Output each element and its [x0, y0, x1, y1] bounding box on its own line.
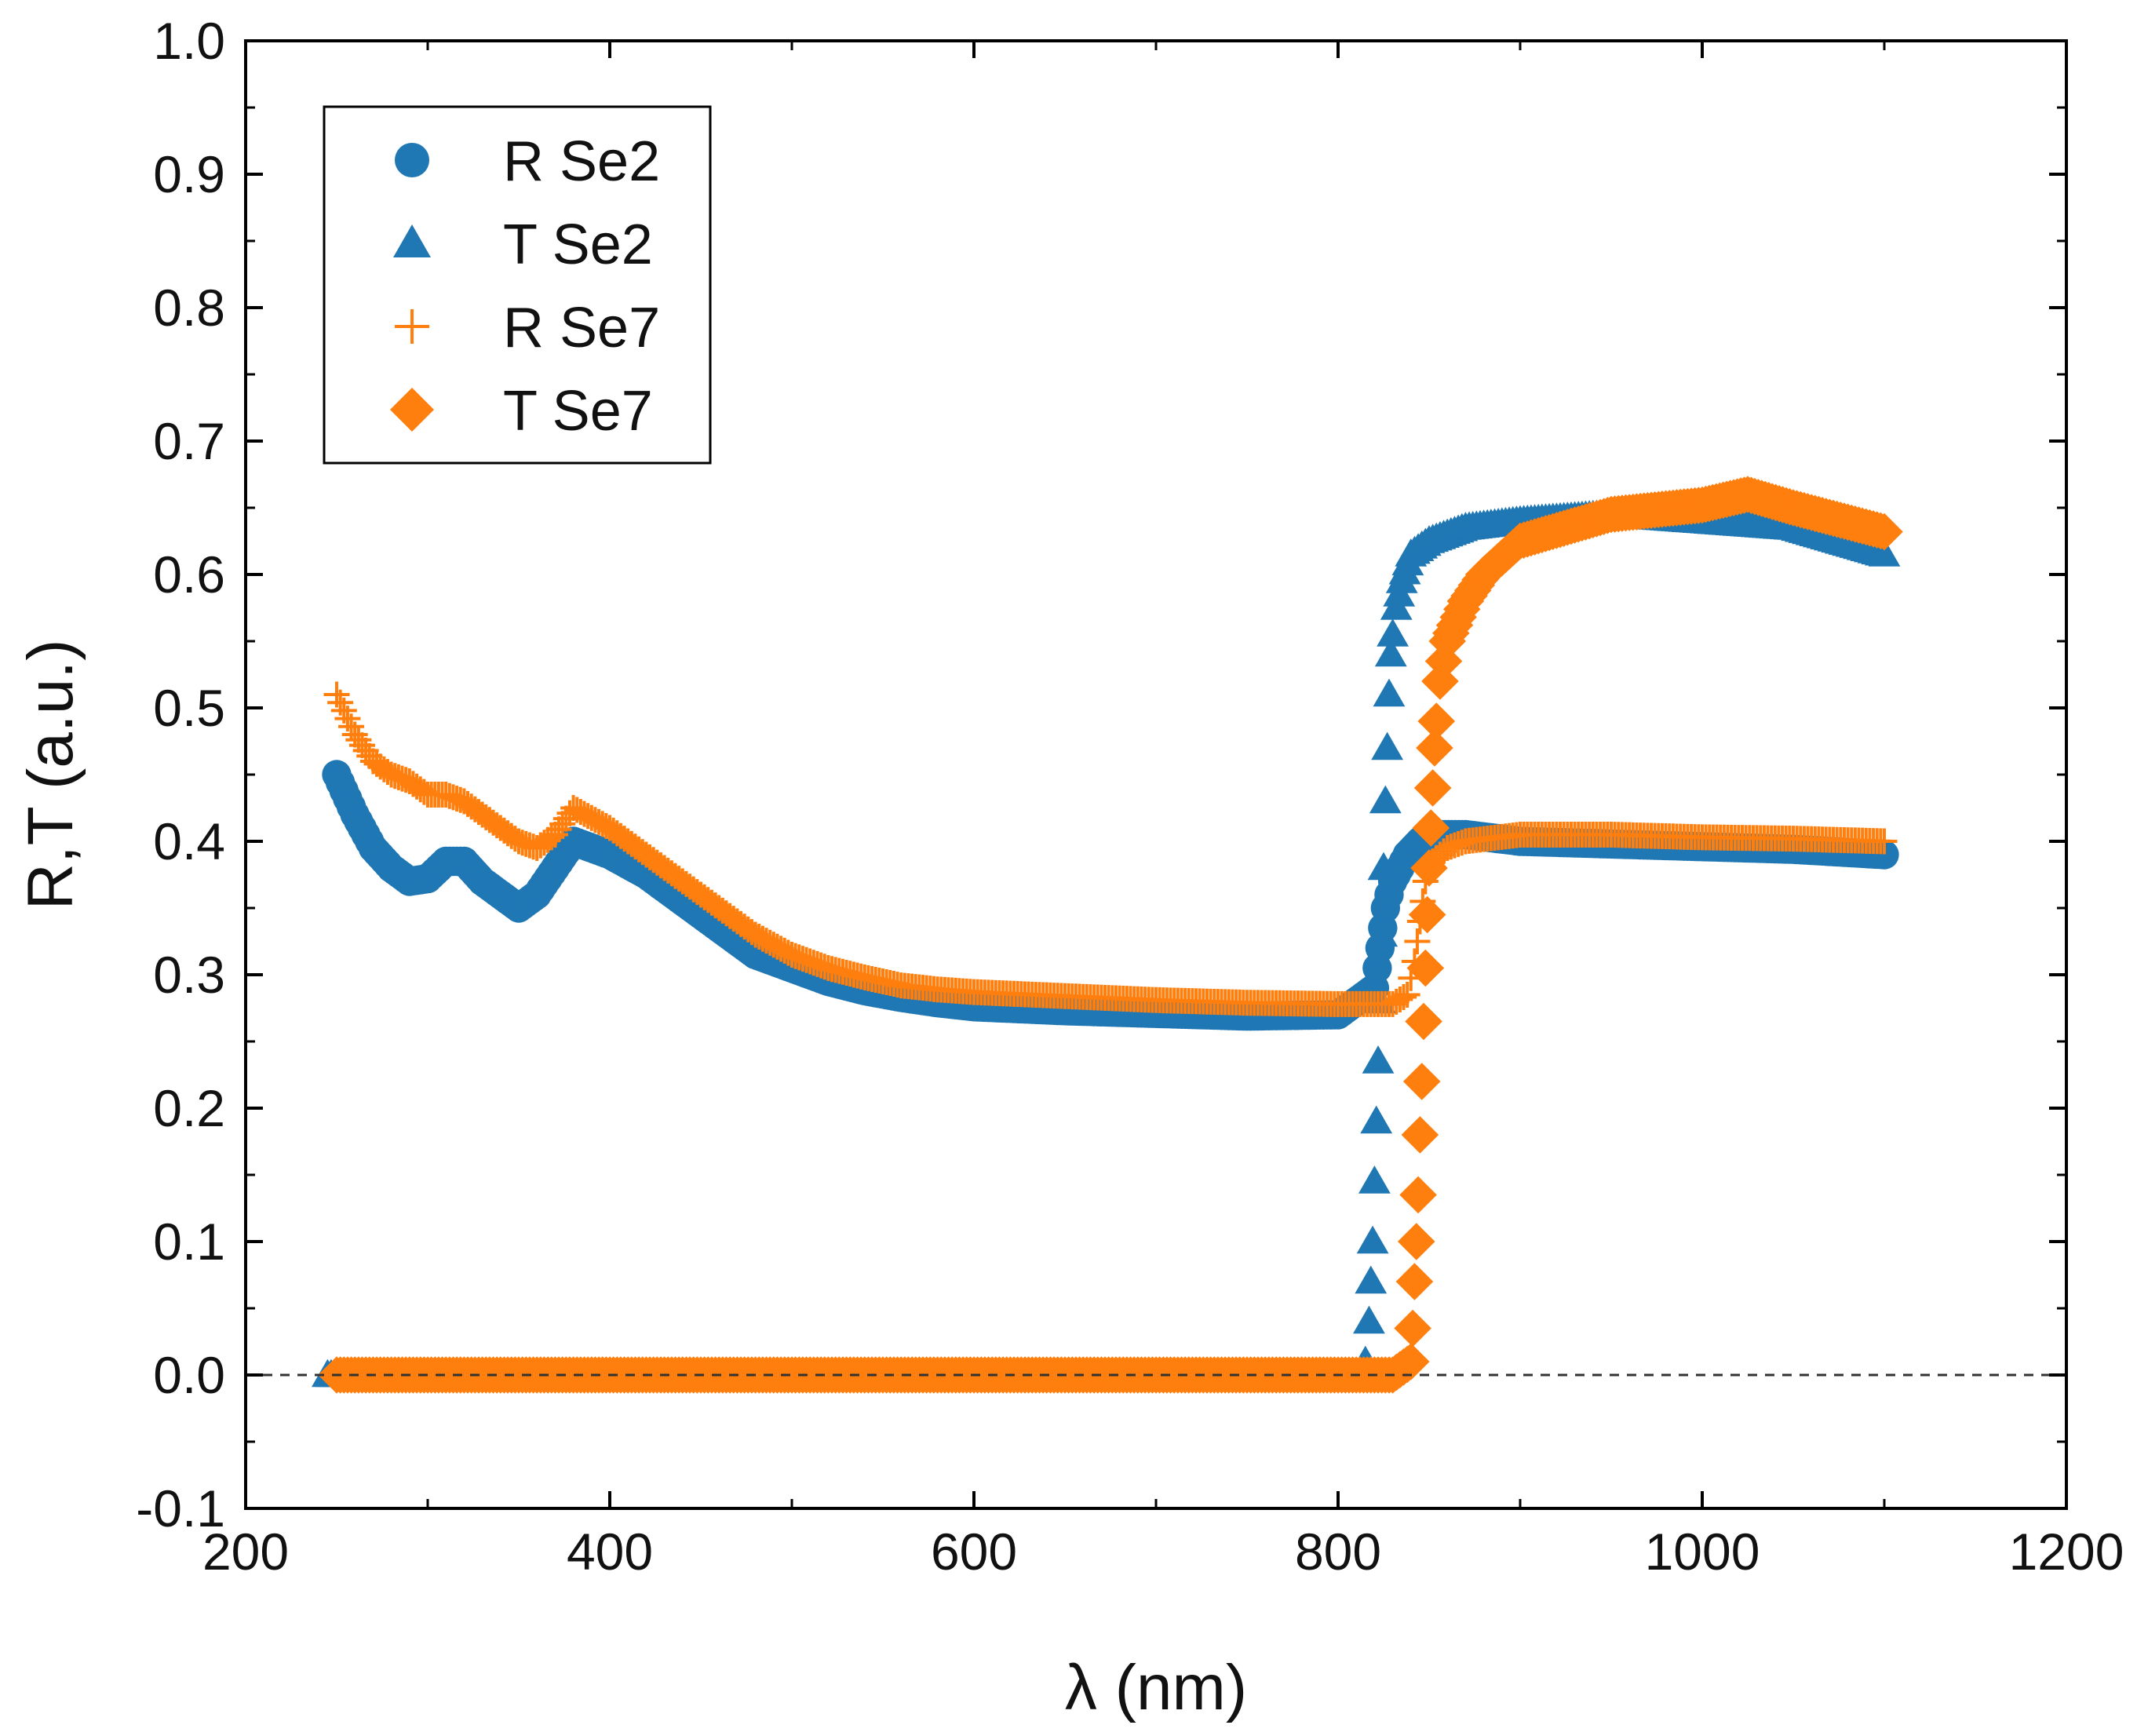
data-point [1391, 983, 1417, 1010]
x-axis-ticks: 200 400 600 800 1000 1200 [202, 41, 2124, 1581]
legend-item: T Se2 [393, 213, 653, 276]
y-tick-label: 0.7 [153, 412, 225, 470]
data-point [1373, 678, 1406, 707]
legend-item: R Se2 [395, 130, 660, 193]
legend-marker-triangle [393, 224, 431, 257]
data-point [1374, 638, 1407, 667]
legend-label: T Se2 [503, 213, 653, 276]
data-point [1355, 1265, 1388, 1294]
y-tick-label: 0.4 [153, 812, 225, 870]
legend-box [323, 105, 712, 465]
data-point [1868, 538, 1901, 567]
y-tick-label: 0.1 [153, 1213, 225, 1271]
data-point [1398, 965, 1424, 991]
x-tick-label: 600 [931, 1523, 1017, 1581]
data-point [1362, 1045, 1395, 1074]
data-point [1358, 1165, 1391, 1194]
y-tick-label: 0.8 [153, 279, 225, 337]
data-point [1865, 512, 1903, 551]
x-tick-label: 200 [202, 1523, 289, 1581]
series-t-se7 [318, 476, 1903, 1394]
data-point [1413, 769, 1452, 807]
legend-marker-diamond [390, 388, 434, 432]
x-tick-label: 1200 [2009, 1523, 2124, 1581]
y-tick-label: 0.2 [153, 1079, 225, 1137]
data-point [1416, 729, 1453, 767]
data-point [1408, 895, 1446, 934]
data-point [1394, 982, 1420, 1008]
legend-label: R Se7 [503, 297, 660, 359]
y-axis-label: R,T (a.u.) [15, 640, 86, 910]
data-point [1369, 785, 1402, 814]
x-axis-label: λ (nm) [1065, 1652, 1247, 1723]
data-point [1397, 1223, 1435, 1260]
data-layer [312, 476, 1903, 1394]
data-point [1377, 618, 1409, 647]
data-point [1395, 1263, 1434, 1300]
data-point [1371, 731, 1404, 760]
y-tick-label: 0.5 [153, 679, 225, 737]
legend-marker-circle [395, 143, 429, 177]
data-point [1360, 1105, 1393, 1134]
data-point [352, 737, 379, 764]
legend-label: R Se2 [503, 130, 660, 193]
y-axis-ticks: -0.1 0.0 0.1 0.2 0.3 0.4 0.5 0.6 0.7 0.8 0.9 1.0 [136, 12, 2066, 1537]
series-t-se2 [312, 498, 1901, 1388]
data-point [348, 732, 375, 759]
y-tick-label: -0.1 [136, 1479, 225, 1537]
data-point [1356, 1225, 1389, 1254]
y-tick-label: 0.0 [153, 1346, 225, 1404]
y-tick-label: 1.0 [153, 12, 225, 70]
data-point [1394, 1309, 1431, 1348]
x-tick-label: 1000 [1645, 1523, 1760, 1581]
legend-label: T Se7 [503, 380, 653, 443]
data-point [1406, 908, 1433, 935]
legend: R Se2 T Se2 R Se7 T Se7 [323, 105, 712, 465]
data-point [1871, 828, 1898, 855]
data-point [1412, 809, 1450, 847]
data-point [1405, 1002, 1442, 1041]
x-tick-label: 800 [1295, 1523, 1381, 1581]
y-tick-label: 0.3 [153, 946, 225, 1004]
data-point [1353, 1305, 1385, 1334]
y-tick-label: 0.6 [153, 545, 225, 604]
data-point [1392, 1343, 1430, 1380]
series-r-se2 [322, 760, 1899, 1031]
data-point [1409, 888, 1436, 914]
data-point [1402, 1063, 1441, 1100]
data-point [1399, 1176, 1437, 1214]
data-point [1404, 928, 1431, 954]
data-point [345, 727, 372, 753]
legend-item: R Se7 [395, 297, 660, 359]
x-tick-label: 400 [567, 1523, 653, 1581]
data-point [1401, 1116, 1439, 1154]
legend-marker-plus [395, 309, 429, 344]
legend-item: T Se7 [390, 380, 653, 443]
series-r-se7 [323, 681, 1898, 1017]
data-point [1401, 948, 1428, 975]
y-tick-label: 0.9 [153, 145, 225, 203]
data-point [1417, 702, 1456, 740]
